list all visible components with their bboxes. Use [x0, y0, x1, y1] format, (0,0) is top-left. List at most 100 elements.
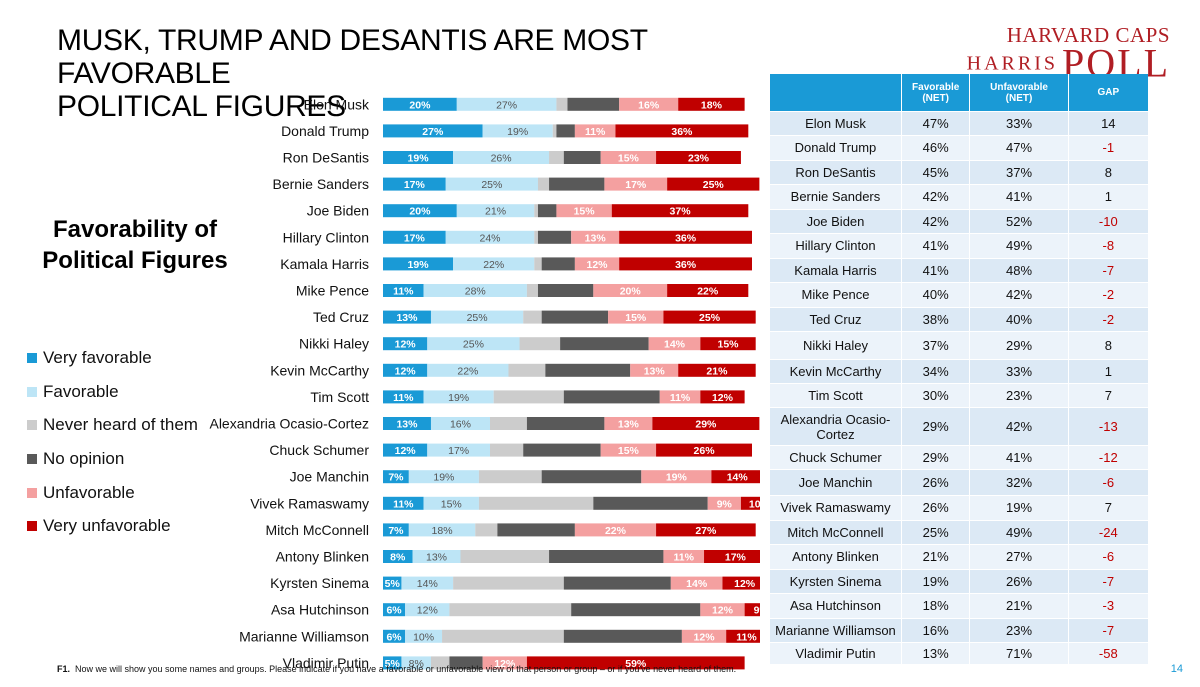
bar-segment	[383, 470, 409, 484]
bar-segment	[401, 656, 431, 670]
bar-segment	[659, 390, 701, 404]
bar-segment	[427, 363, 509, 377]
legend-item: Favorable	[27, 375, 198, 409]
table-cell: 32%	[969, 470, 1068, 495]
table-row: Kyrsten Sinema 19% 26% -7	[770, 568, 1148, 593]
bar-segment	[681, 629, 727, 643]
table-cell: -12	[1067, 446, 1148, 469]
table-row: Ted Cruz 38% 40% -2	[770, 306, 1148, 331]
data-label: 15%	[618, 445, 640, 457]
bar-segment	[549, 550, 664, 563]
bar-segment	[619, 257, 752, 271]
category-label: Donald Trump	[281, 123, 369, 139]
table-row: Marianne Williamson 16% 23% -7	[770, 617, 1148, 642]
table-header-cell: Favorable (NET)	[900, 74, 970, 111]
data-label: 15%	[718, 339, 740, 351]
bar-segment	[453, 257, 535, 271]
legend-label: Favorable	[43, 381, 119, 401]
data-label: 10%	[413, 631, 434, 643]
bar-segment	[663, 310, 756, 324]
table-row: Vladimir Putin 13% 71% -58	[770, 642, 1148, 664]
data-label: 13%	[426, 552, 447, 564]
table-cell: 18%	[900, 594, 970, 618]
data-label: 12%	[395, 339, 417, 351]
table-cell: Ted Cruz	[770, 307, 901, 331]
table-cell: 33%	[969, 360, 1068, 383]
category-label: Ted Cruz	[313, 309, 369, 325]
category-label: Ron DeSantis	[283, 150, 369, 166]
table-cell: Vladimir Putin	[770, 643, 901, 664]
bar-segment	[383, 284, 424, 297]
data-label: 25%	[703, 179, 725, 191]
bar-segment	[526, 417, 605, 430]
bar-segment	[556, 124, 575, 138]
data-label: 12%	[417, 605, 438, 617]
table-cell: 1	[1067, 185, 1148, 209]
table-cell: 49%	[969, 234, 1068, 258]
bar-segment	[552, 124, 557, 138]
bar-segment	[563, 151, 601, 164]
table-cell: 41%	[969, 185, 1068, 209]
bar-segment	[563, 576, 671, 590]
table-cell: Kamala Harris	[770, 258, 901, 282]
table-cell: 21%	[969, 594, 1068, 618]
table-cell: 45%	[900, 160, 970, 184]
bar-segment	[383, 629, 406, 643]
table-cell: Joe Manchin	[770, 470, 901, 495]
data-label: 19%	[448, 392, 469, 404]
bar-segment	[563, 390, 660, 404]
table-row: Kevin McCarthy 34% 33% 1	[770, 359, 1148, 383]
category-label: Kevin McCarthy	[270, 362, 369, 378]
table-cell: -1	[1067, 136, 1148, 160]
table-cell: 30%	[900, 384, 970, 407]
data-label: 11%	[393, 498, 414, 510]
chart-subheading: Favorability of Political Figures	[30, 214, 240, 276]
data-label: 59%	[625, 658, 647, 670]
category-label: Mike Pence	[296, 283, 369, 299]
table-header-row: Favorable (NET) Unfavorable (NET) GAP	[770, 74, 1148, 111]
bar-segment	[700, 337, 756, 351]
table-cell: 16%	[900, 618, 970, 642]
table-cell: 42%	[969, 283, 1068, 307]
table-body: Elon Musk 47% 33% 14 Donald Trump 46% 47% -1 Ron…	[770, 111, 1148, 664]
bar-segment	[678, 363, 756, 377]
table-row: Tim Scott 30% 23% 7	[770, 383, 1148, 407]
bar-segment	[475, 523, 498, 537]
data-label: 12%	[395, 445, 417, 457]
data-label: 17%	[404, 232, 426, 244]
data-label: 14%	[664, 339, 686, 351]
bar-segment	[537, 230, 572, 244]
data-label: 22%	[697, 286, 719, 298]
table-cell: 25%	[900, 520, 970, 544]
data-label: 15%	[441, 498, 462, 510]
bar-segment	[648, 337, 701, 351]
table-cell: 37%	[900, 332, 970, 359]
bar-segment	[383, 257, 454, 271]
table-cell: Joe Biden	[770, 209, 901, 233]
data-label: 7%	[388, 525, 404, 537]
bar-segment	[497, 523, 575, 537]
bar-segment	[611, 204, 749, 218]
bar-segment	[656, 151, 741, 164]
bar-segment	[663, 550, 705, 563]
legend-label: No opinion	[43, 448, 125, 468]
bar-segment	[383, 363, 428, 377]
data-label: 11%	[674, 552, 695, 564]
table-cell: -7	[1067, 569, 1148, 593]
bar-segment	[537, 204, 557, 218]
table-cell: Donald Trump	[770, 136, 901, 160]
bar-segment	[453, 151, 550, 164]
table-header-cell: GAP	[1067, 74, 1148, 111]
bar-segment	[408, 470, 479, 484]
bar-segment	[593, 496, 708, 510]
data-label: 11%	[393, 392, 414, 404]
table-cell: 37%	[969, 160, 1068, 184]
table-cell: 1	[1067, 360, 1148, 383]
data-label: 11%	[585, 126, 606, 138]
data-label: 8%	[390, 552, 406, 564]
bar-segment	[482, 124, 553, 138]
bar-segment	[453, 576, 564, 590]
table-cell: 41%	[900, 234, 970, 258]
table-cell: 49%	[969, 520, 1068, 544]
bar-segment	[383, 496, 424, 510]
